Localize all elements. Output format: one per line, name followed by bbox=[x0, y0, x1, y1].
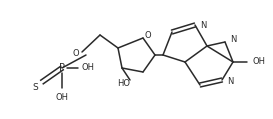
Text: OH: OH bbox=[253, 57, 266, 67]
Text: N: N bbox=[227, 77, 233, 87]
Text: N: N bbox=[230, 35, 236, 45]
Text: OH: OH bbox=[55, 92, 69, 102]
Text: P: P bbox=[59, 63, 65, 73]
Text: S: S bbox=[32, 84, 38, 92]
Text: O: O bbox=[73, 50, 79, 59]
Text: OH: OH bbox=[82, 64, 94, 72]
Text: HO: HO bbox=[117, 79, 130, 89]
Text: N: N bbox=[200, 20, 206, 30]
Text: O: O bbox=[145, 30, 151, 40]
